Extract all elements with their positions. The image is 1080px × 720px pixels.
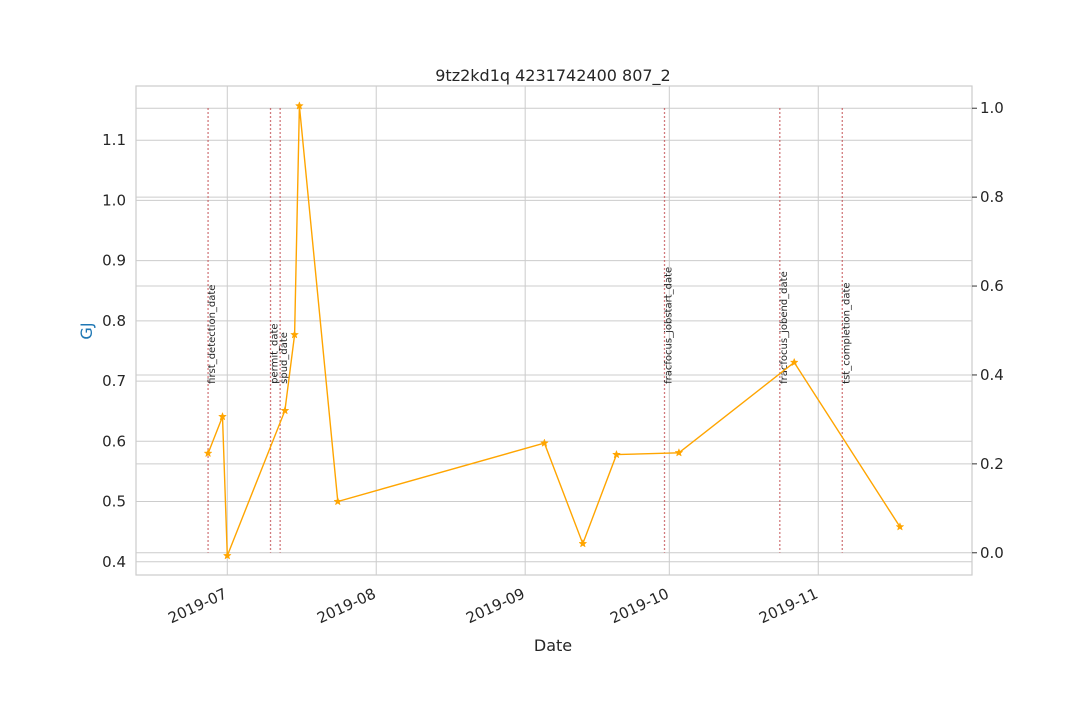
- y-right-tick-label: 0.2: [980, 455, 1004, 473]
- y-right-tick-label: 0.6: [980, 277, 1004, 295]
- y-left-tick-label: 0.4: [102, 553, 126, 571]
- data-point-marker: [539, 438, 549, 447]
- event-label: tst_completion_date: [841, 282, 852, 383]
- y-right-tick-label: 0.8: [980, 188, 1004, 206]
- event-markers: first_detection_date permit_datespud_date…: [207, 108, 852, 553]
- y-left-tick-label: 1.1: [102, 131, 126, 149]
- x-tick-label: 2019-08: [314, 584, 378, 627]
- y-left-tick-label: 0.5: [102, 493, 126, 511]
- data-point-marker: [578, 538, 588, 548]
- series-line: [207, 105, 901, 556]
- y-right-tick-label: 0.4: [980, 366, 1004, 384]
- y-left-tick-label: 0.6: [102, 432, 126, 450]
- x-tick-label: 2019-10: [607, 584, 671, 627]
- y-left-tick-label: 0.9: [102, 252, 126, 270]
- plot-frame: [135, 85, 973, 576]
- y-left-tick-label: 0.8: [102, 312, 126, 330]
- data-point-marker: [789, 357, 799, 367]
- data-series: [203, 101, 905, 560]
- data-point-marker: [203, 448, 213, 458]
- grid: [136, 86, 972, 575]
- data-point-marker: [218, 411, 227, 421]
- y-right-tick-label: 0.0: [980, 544, 1004, 562]
- x-axis-label: Date: [534, 636, 572, 655]
- data-point-marker: [280, 405, 290, 415]
- data-point-marker: [290, 330, 300, 339]
- y-left-tick-label: 1.0: [102, 191, 126, 209]
- chart-title: 9tz2kd1q 4231742400 807_2: [435, 66, 670, 86]
- y-left-tick-label: 0.7: [102, 372, 126, 390]
- event-label: fracfocus_jobstart_date: [664, 267, 675, 384]
- data-point-marker: [294, 101, 304, 110]
- y-right-tick-label: 1.0: [980, 99, 1004, 117]
- event-label: permit_date: [270, 323, 281, 383]
- x-tick-label: 2019-09: [463, 584, 527, 627]
- data-point-marker: [333, 496, 343, 506]
- y-axis-left-ticks: 0.4 0.5 0.6 0.7 0.8 0.9 1.0 1.1: [102, 131, 126, 571]
- data-point-marker: [674, 448, 684, 457]
- event-label: fracfocus_jobend_date: [779, 271, 790, 384]
- event-label: spud_date: [279, 332, 290, 384]
- data-point-marker: [895, 522, 905, 531]
- x-axis-ticks: 2019-07 2019-08 2019-09 2019-10 2019-11: [165, 584, 820, 627]
- y-axis-right-ticks: 0.0 0.2 0.4 0.6 0.8 1.0: [972, 99, 1004, 562]
- data-point-marker: [222, 551, 232, 560]
- x-tick-label: 2019-11: [756, 584, 820, 627]
- x-tick-label: 2019-07: [165, 584, 229, 627]
- event-label: first_detection_date: [207, 285, 218, 384]
- data-point-marker: [611, 449, 621, 459]
- y-axis-label: GJ: [77, 322, 96, 339]
